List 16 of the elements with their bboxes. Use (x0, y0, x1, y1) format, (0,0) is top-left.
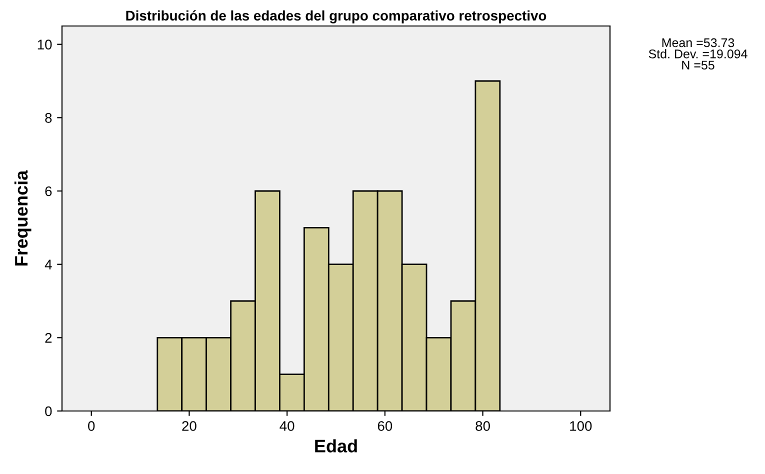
y-tick-label: 8 (45, 113, 52, 123)
x-tick-label: 20 (182, 421, 196, 431)
y-tick-label: 6 (45, 186, 52, 196)
y-tick-label: 0 (45, 406, 52, 416)
y-tick-label: 4 (44, 260, 52, 270)
x-tick-label: 80 (476, 421, 490, 431)
x-axis-title: Edad (315, 439, 357, 452)
y-axis-title: Frequencia (14, 170, 32, 266)
y-tick-label: 2 (45, 333, 52, 343)
x-tick-label: 40 (280, 421, 294, 431)
text: Mean =53.73 Std. Dev. =19.094 N =55 (648, 38, 748, 70)
x-tick-label: 100 (570, 421, 592, 431)
x-tick-label: 60 (378, 421, 392, 431)
x-tick-label: 0 (88, 421, 95, 431)
y-tick-label: 10 (38, 40, 52, 50)
chart-title: Distribución de las edades del grupo comparativo retrospectivo (126, 10, 546, 24)
